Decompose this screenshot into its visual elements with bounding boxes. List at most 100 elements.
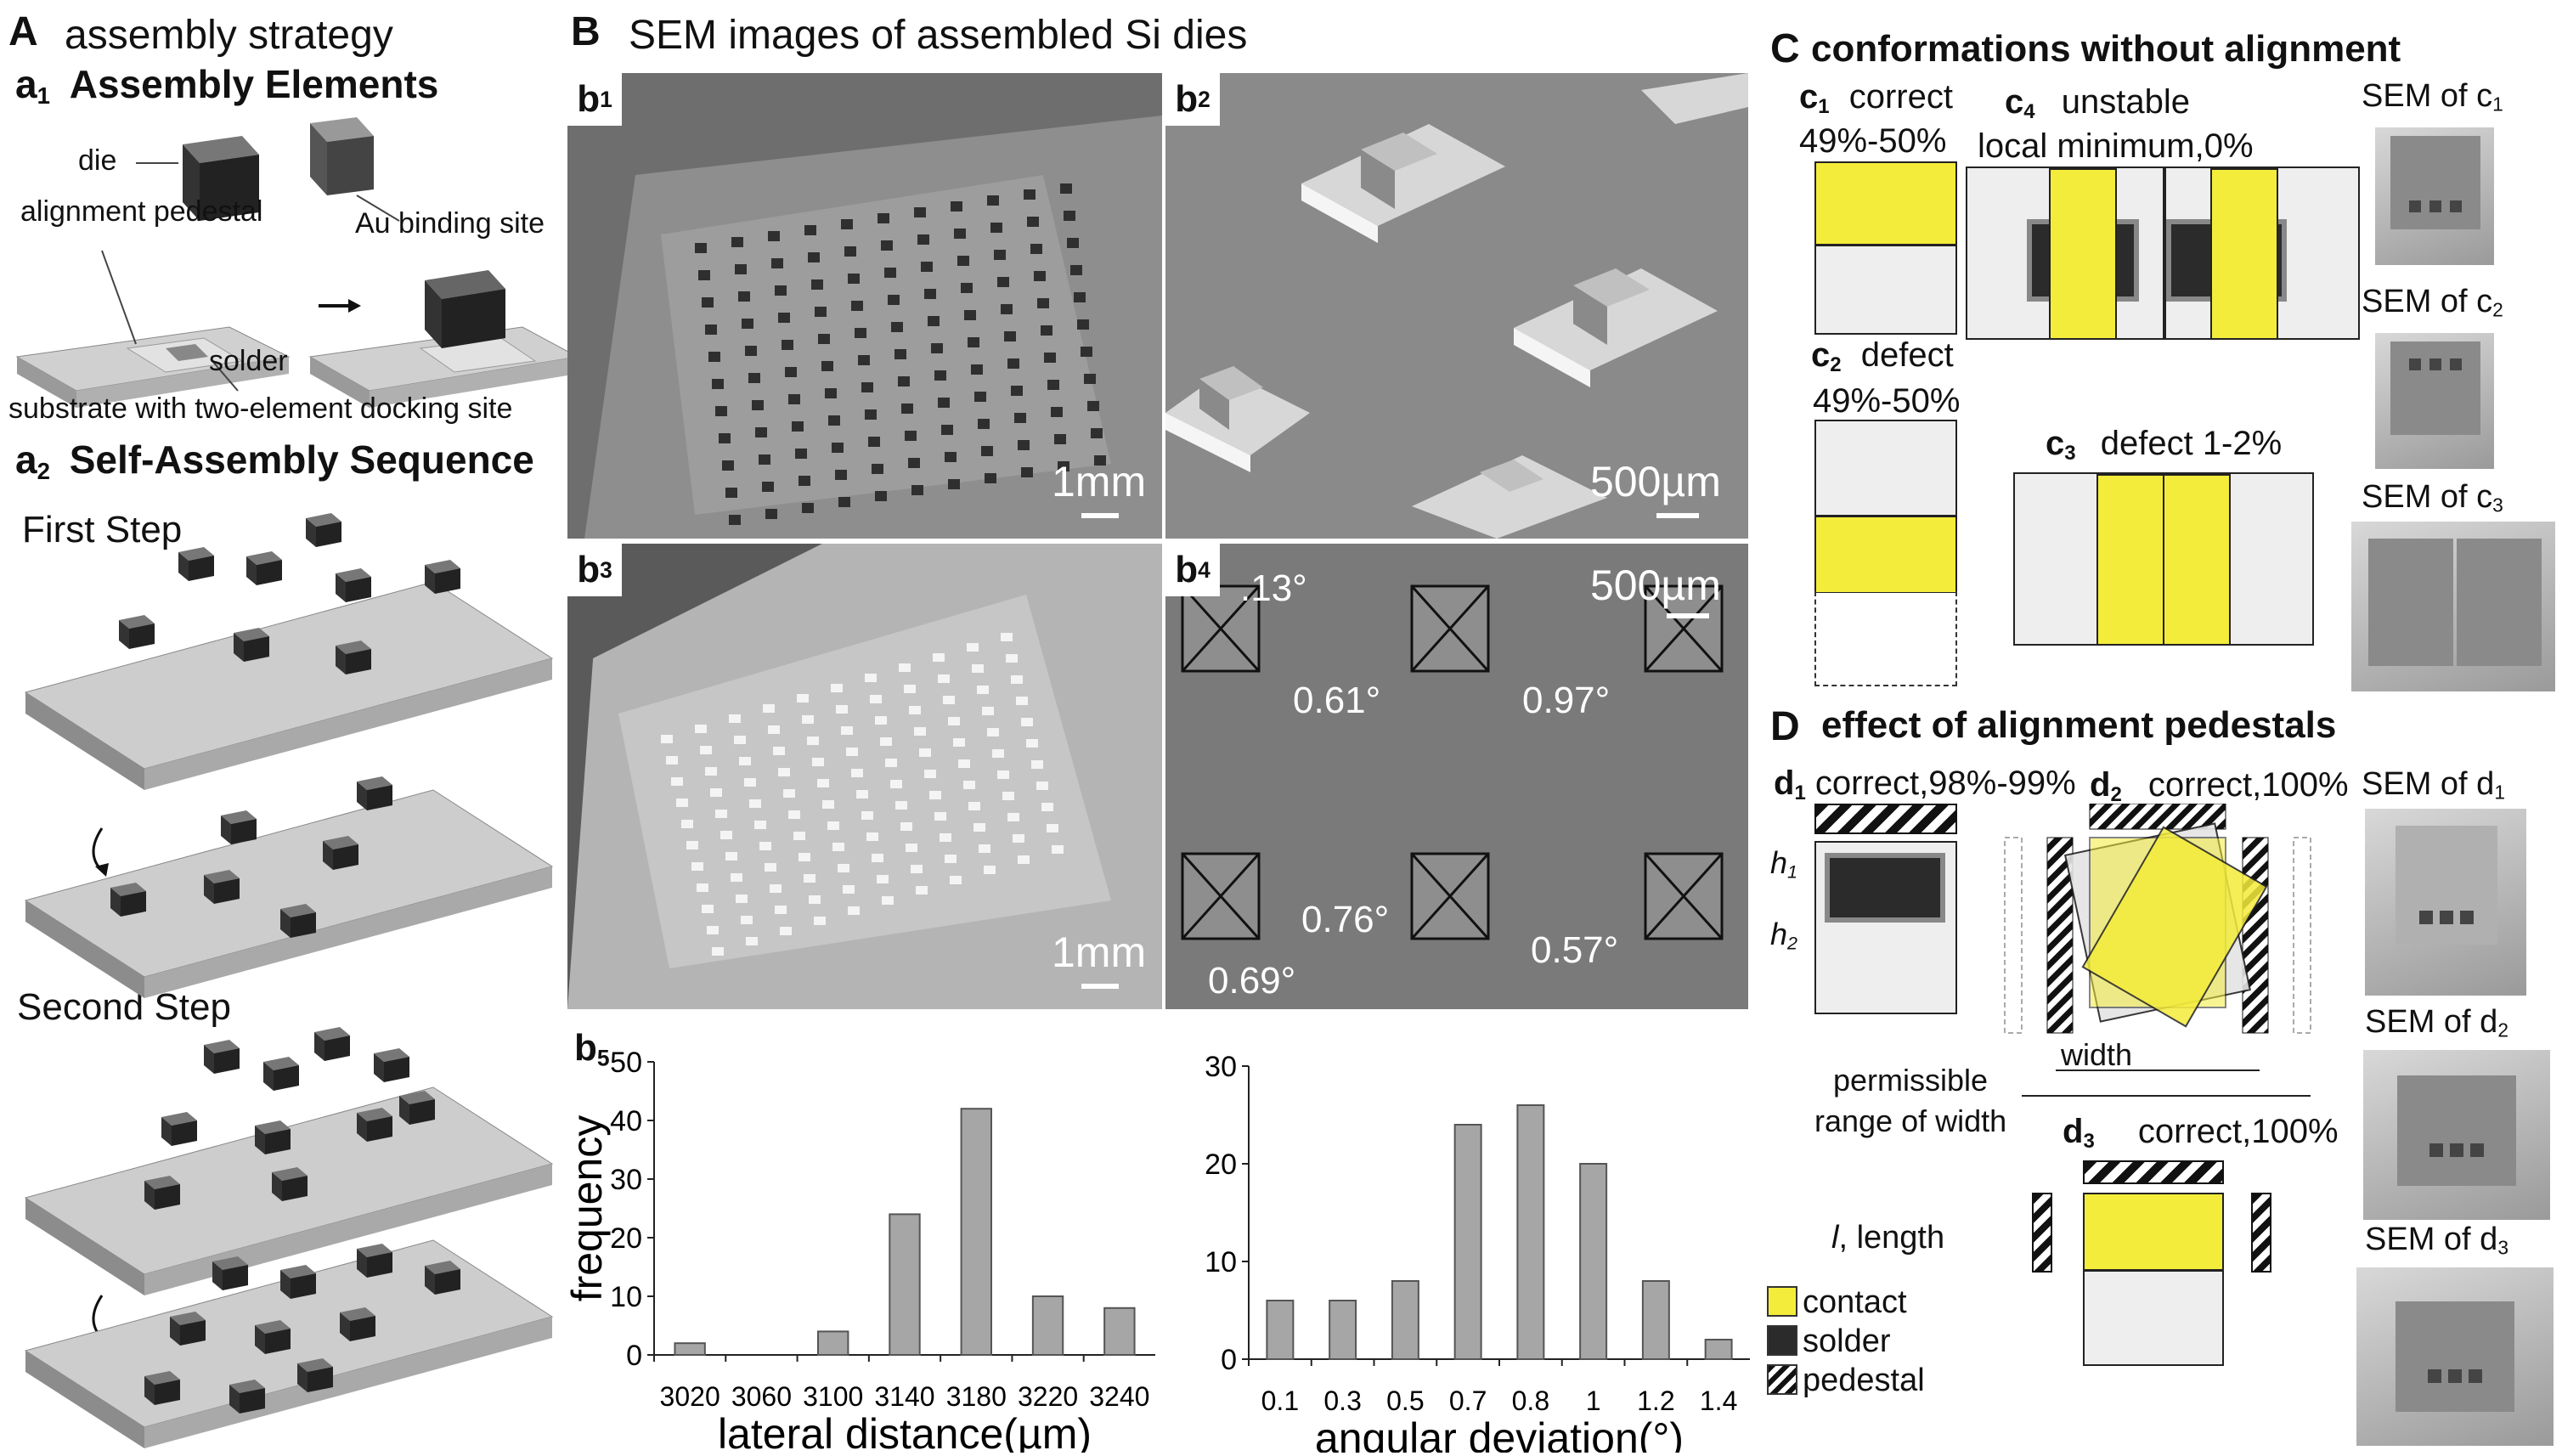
d2-diagram bbox=[2004, 804, 2311, 1034]
b1-scale-bar bbox=[1081, 513, 1119, 518]
bar bbox=[1391, 1280, 1419, 1360]
d1-pedestal bbox=[1814, 804, 1957, 834]
c4-contact-left bbox=[2049, 168, 2117, 340]
c4-contact-right bbox=[2210, 168, 2278, 340]
panel-b-title: SEM images of assembled Si dies bbox=[629, 13, 1248, 58]
d1-h2-label: h2 bbox=[1770, 917, 1798, 954]
label-substrate: substrate with two-element docking site bbox=[8, 392, 513, 425]
sem-d3-thumbnail bbox=[2356, 1267, 2554, 1446]
y-tick-label: 10 bbox=[1205, 1246, 1237, 1278]
bar bbox=[1031, 1295, 1064, 1356]
sem-c3-thumbnail bbox=[2351, 522, 2555, 691]
second-step-label: Second Step bbox=[17, 986, 231, 1028]
d3-pedestal-right bbox=[2251, 1193, 2271, 1273]
bar bbox=[1579, 1163, 1608, 1360]
c2-heading: c2 defect bbox=[1811, 336, 1954, 376]
a1-heading: a1 Assembly Elements bbox=[15, 62, 439, 109]
bar bbox=[1516, 1104, 1545, 1360]
b1-scale-text: 1mm bbox=[1052, 458, 1147, 505]
pedestal-2 bbox=[1514, 268, 1718, 387]
x-tick-label: 0.5 bbox=[1386, 1385, 1424, 1416]
bar bbox=[1704, 1339, 1733, 1360]
legend-solder-swatch bbox=[1767, 1325, 1797, 1356]
c2-outline bbox=[1814, 591, 1957, 686]
y-tick-label: 20 bbox=[610, 1222, 642, 1255]
die-angles-b4 bbox=[1181, 584, 1724, 940]
x-tick-label: 0.3 bbox=[1323, 1385, 1361, 1416]
panel-a-title: assembly strategy bbox=[65, 13, 393, 58]
bar bbox=[1329, 1300, 1357, 1360]
sem-c1-thumbnail bbox=[2375, 127, 2494, 265]
y-tick-label: 20 bbox=[1205, 1148, 1237, 1181]
b5-label: b5 bbox=[574, 1027, 610, 1071]
bar bbox=[817, 1330, 849, 1356]
sem-c1-caption: SEM of c1 bbox=[2362, 78, 2503, 116]
d2-heading: d2 correct,100% bbox=[2090, 766, 2349, 806]
dies-closeup-b2 bbox=[1165, 73, 1748, 539]
d3-heading: d3 correct,100% bbox=[2063, 1113, 2339, 1153]
panel-b-letter: B bbox=[571, 9, 601, 54]
y-tick-label: 30 bbox=[610, 1164, 642, 1196]
b4-angle-4: 0.76° bbox=[1301, 899, 1390, 940]
c1-heading: c1 correct bbox=[1799, 78, 1953, 118]
x-tick-label: 1.2 bbox=[1637, 1385, 1674, 1416]
label-au-binding-site: Au binding site bbox=[355, 207, 545, 240]
x-tick-label: 0.1 bbox=[1261, 1385, 1299, 1416]
c2-diagram bbox=[1814, 420, 1957, 593]
d3-pedestal-left bbox=[2032, 1193, 2052, 1273]
x-tick-label: 3100 bbox=[803, 1381, 863, 1412]
panel-a-letter: A bbox=[8, 9, 38, 54]
die-array-b3 bbox=[567, 544, 1162, 1009]
panel-d-letter: D bbox=[1770, 704, 1800, 749]
range-of-width-label: range of width bbox=[1814, 1103, 2007, 1138]
legend-pedestal-swatch bbox=[1767, 1364, 1797, 1395]
pedestal-4 bbox=[1412, 455, 1607, 539]
sem-d2-thumbnail bbox=[2363, 1050, 2550, 1220]
c3-contact-left bbox=[2096, 474, 2164, 646]
d1-diagram bbox=[1814, 841, 1957, 1014]
b4-angle-5: 0.57° bbox=[1531, 929, 1619, 971]
b3-scale-bar bbox=[1081, 984, 1119, 989]
b4-angle-1: .13° bbox=[1240, 567, 1307, 609]
x-tick-label: 3180 bbox=[946, 1381, 1007, 1412]
legend-contact-label: contact bbox=[1803, 1284, 1907, 1320]
b4-angle-3: 0.97° bbox=[1522, 680, 1611, 721]
x-tick-label: 3060 bbox=[731, 1381, 792, 1412]
c4-diagram-right bbox=[2164, 166, 2360, 340]
x-tick-label: 3020 bbox=[660, 1381, 720, 1412]
sem-d1-caption: SEM of d1 bbox=[2362, 766, 2505, 804]
bar bbox=[1103, 1306, 1136, 1356]
c4-heading: c4 unstable bbox=[2005, 83, 2190, 123]
x-tick-label: 3220 bbox=[1018, 1381, 1078, 1412]
permissible-label: permissible bbox=[1833, 1063, 1989, 1098]
x-tick-label: 1.4 bbox=[1700, 1385, 1737, 1416]
chart-lateral-distance: 0 10 20 30 40 50 3020 3060 3100 3140 3180 3220 3240l… bbox=[563, 1047, 1155, 1453]
b3-scale-text: 1mm bbox=[1052, 928, 1147, 976]
x-tick-label: 1 bbox=[1586, 1385, 1601, 1416]
b2-scale-bar bbox=[1656, 513, 1699, 518]
sem-d3-caption: SEM of d3 bbox=[2365, 1222, 2508, 1259]
pedestal-3 bbox=[1165, 366, 1310, 472]
c2-contact bbox=[1816, 515, 1955, 592]
b2-scale-text: 500µm bbox=[1590, 458, 1721, 505]
c3-contact-right bbox=[2163, 474, 2231, 646]
y-tick-label: 10 bbox=[610, 1281, 642, 1313]
die-cube-icon bbox=[183, 136, 259, 221]
x-axis-label: angular deviation(°) bbox=[1315, 1414, 1684, 1453]
c4-label2: local minimum,0% bbox=[1978, 127, 2254, 165]
y-tick-label: 40 bbox=[610, 1105, 642, 1137]
self-assembly-sequence-illustration bbox=[25, 513, 553, 1449]
panel-c-title: conformations without alignment bbox=[1811, 28, 2401, 70]
sem-c2-thumbnail bbox=[2375, 333, 2494, 469]
c1-percent: 49%-50% bbox=[1799, 122, 1947, 160]
b4-angle-2: 0.61° bbox=[1293, 680, 1381, 721]
bar bbox=[960, 1108, 992, 1356]
pedestal-1 bbox=[1301, 124, 1505, 243]
label-alignment-pedestal: alignment pedestal bbox=[20, 195, 263, 228]
